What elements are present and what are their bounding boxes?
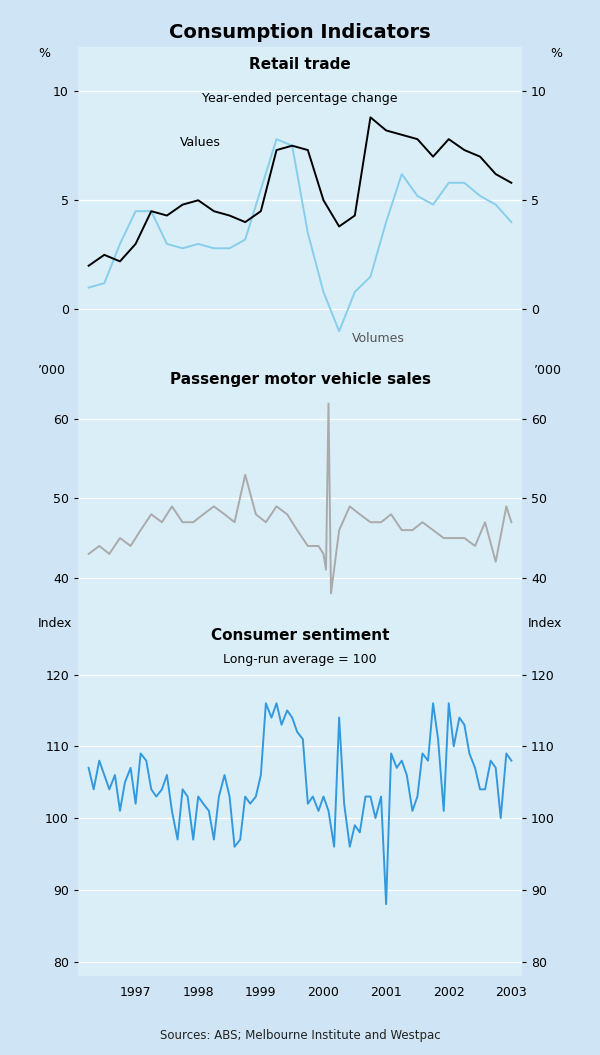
Text: Retail trade: Retail trade xyxy=(249,57,351,72)
Text: Volumes: Volumes xyxy=(352,332,404,345)
Text: Passenger motor vehicle sales: Passenger motor vehicle sales xyxy=(170,371,431,386)
Text: ’000: ’000 xyxy=(534,364,562,377)
Text: %: % xyxy=(38,47,50,60)
Text: Consumer sentiment: Consumer sentiment xyxy=(211,628,389,642)
Text: Long-run average = 100: Long-run average = 100 xyxy=(223,653,377,666)
Text: Sources: ABS; Melbourne Institute and Westpac: Sources: ABS; Melbourne Institute and We… xyxy=(160,1030,440,1042)
Text: Index: Index xyxy=(527,617,562,630)
Text: Year-ended percentage change: Year-ended percentage change xyxy=(202,92,398,104)
Text: ’000: ’000 xyxy=(38,364,66,377)
Text: %: % xyxy=(550,47,562,60)
Text: Values: Values xyxy=(179,136,220,149)
Text: Index: Index xyxy=(38,617,73,630)
Text: Consumption Indicators: Consumption Indicators xyxy=(169,23,431,42)
